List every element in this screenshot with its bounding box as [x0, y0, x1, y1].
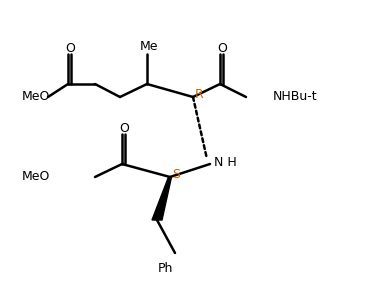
Text: N H: N H [214, 155, 237, 168]
Text: R: R [195, 87, 204, 100]
Text: NHBu-t: NHBu-t [273, 91, 318, 104]
Polygon shape [152, 177, 171, 220]
Text: O: O [217, 42, 227, 55]
Text: MeO: MeO [22, 91, 50, 104]
Text: Ph: Ph [157, 261, 173, 275]
Text: O: O [119, 123, 129, 136]
Text: S: S [172, 168, 180, 181]
Text: Me: Me [140, 40, 158, 53]
Text: O: O [65, 42, 75, 55]
Text: MeO: MeO [22, 170, 50, 183]
